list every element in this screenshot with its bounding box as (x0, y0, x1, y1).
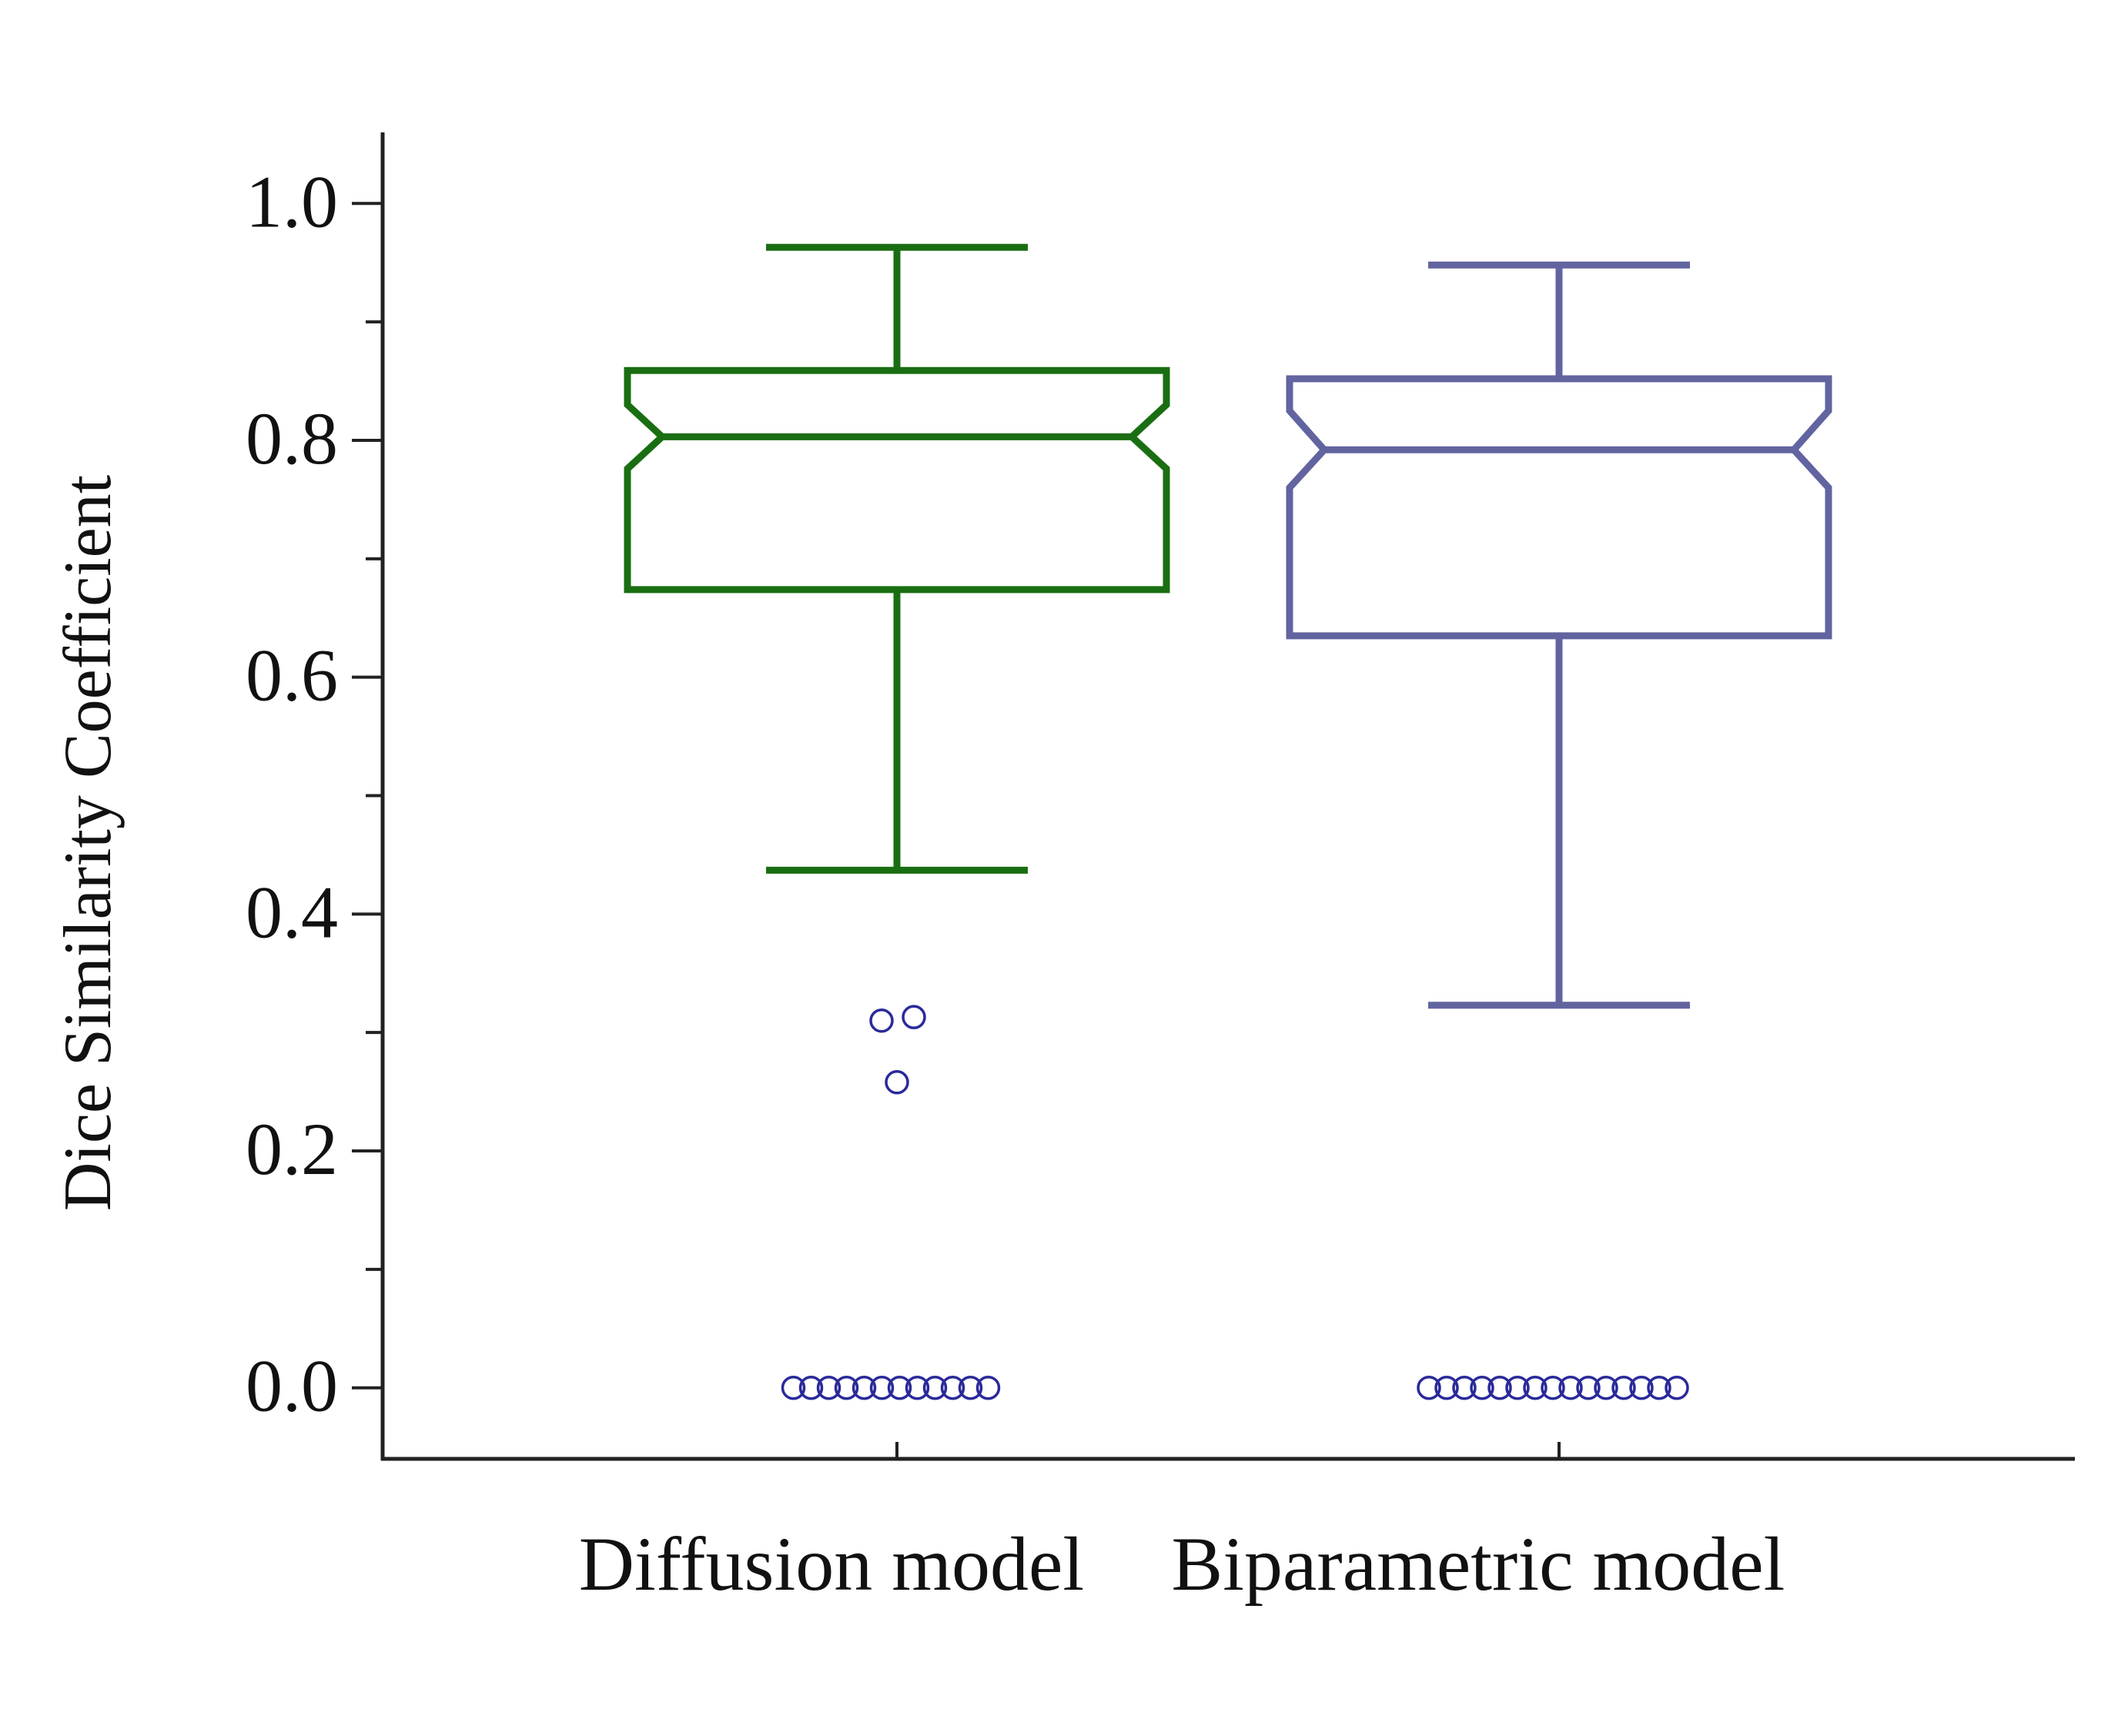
outlier-point (1452, 1375, 1477, 1400)
outlier-point (905, 1375, 930, 1400)
outlier-point (869, 1008, 894, 1033)
box-1 (1286, 261, 1832, 1009)
outlier-point (885, 1070, 909, 1095)
outlier-point (1487, 1375, 1512, 1400)
axes: 0.0 0.2 0.4 0.6 0.8 1.0 Diffusion model Biparam… (246, 132, 2075, 1607)
outlier-point (1594, 1375, 1618, 1400)
outlier-point (1576, 1375, 1601, 1400)
x-tick-label: Biparametric model (1172, 1521, 1785, 1607)
outlier-point (922, 1375, 948, 1400)
outlier-point (975, 1375, 1001, 1400)
boxes (624, 243, 1832, 1009)
y-tick-label: 0.2 (246, 1108, 338, 1190)
outlier-point (869, 1375, 895, 1400)
outlier-point (940, 1375, 965, 1400)
outlier-point (1611, 1375, 1636, 1400)
y-tick-label: 1.0 (246, 160, 338, 243)
box-0 (624, 243, 1170, 874)
outlier-point (1523, 1375, 1548, 1400)
y-axis-label: Dice Similarity Coefficient (51, 475, 125, 1211)
y-tick-label: 0.6 (246, 634, 338, 717)
outlier-point (798, 1375, 824, 1400)
y-tick-label: 0.8 (246, 397, 338, 480)
outlier-point (1505, 1375, 1530, 1400)
outlier-point (887, 1375, 912, 1400)
outlier-point (1629, 1375, 1654, 1400)
box-body (1286, 375, 1832, 640)
outlier-point (1541, 1375, 1565, 1400)
outlier-point (852, 1375, 877, 1400)
outlier-point (902, 1005, 926, 1029)
outlier-point (1665, 1375, 1689, 1400)
outlier-point (834, 1375, 859, 1400)
outlier-point (1434, 1375, 1459, 1400)
outlier-point (1558, 1375, 1583, 1400)
x-tick-label: Diffusion model (579, 1521, 1084, 1607)
box-body (624, 366, 1170, 594)
outlier-point (1470, 1375, 1494, 1400)
outlier-point (958, 1375, 983, 1400)
outliers (781, 1005, 1689, 1400)
y-tick-label: 0.0 (246, 1345, 338, 1427)
outlier-point (781, 1375, 806, 1400)
outlier-point (816, 1375, 842, 1400)
outlier-point (1647, 1375, 1671, 1400)
outlier-point (1417, 1375, 1441, 1400)
y-tick-label: 0.4 (246, 871, 338, 953)
